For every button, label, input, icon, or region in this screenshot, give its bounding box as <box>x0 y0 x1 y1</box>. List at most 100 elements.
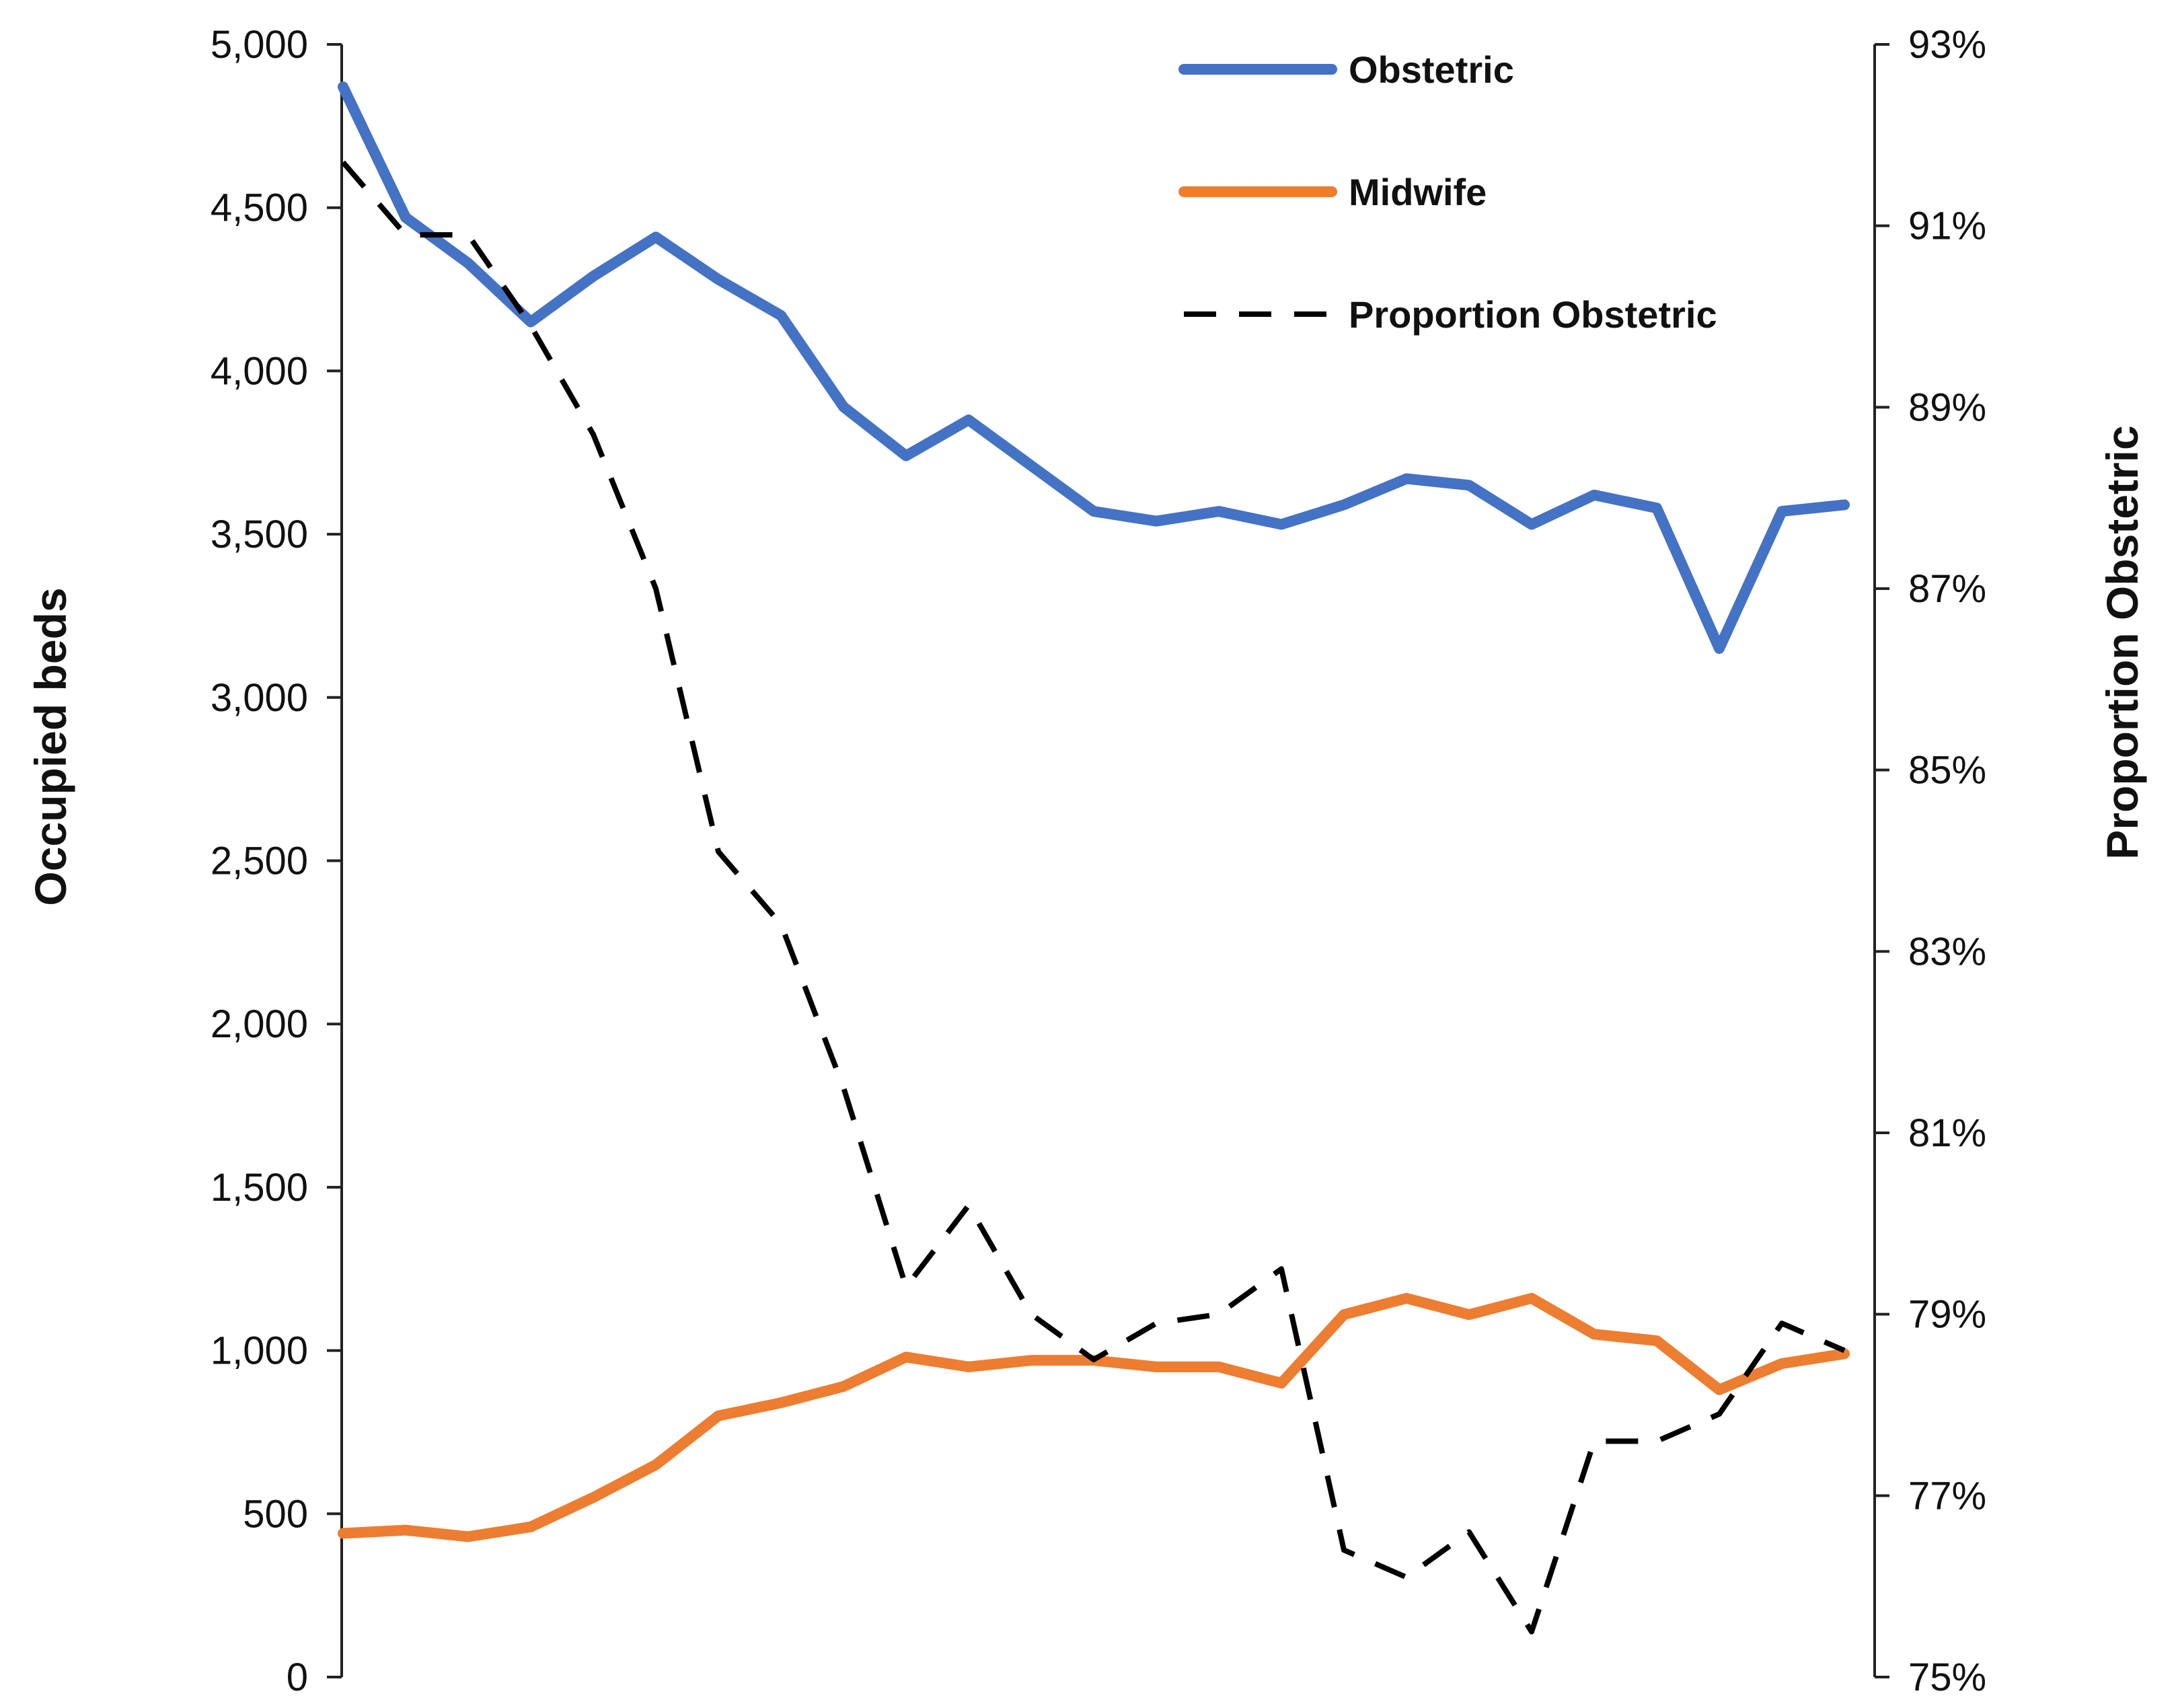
data-point-obstetric <box>1277 521 1285 529</box>
data-point-midwife <box>1653 1337 1661 1345</box>
right-tick-label: 79% <box>1908 1293 1986 1337</box>
data-point-obstetric <box>1027 461 1035 470</box>
data-point-proportion-obstetric <box>1090 1356 1098 1364</box>
data-point-proportion-obstetric <box>714 848 722 856</box>
data-point-proportion-obstetric <box>402 231 410 239</box>
left-tick-label: 1,000 <box>211 1329 308 1373</box>
data-point-obstetric <box>464 259 472 267</box>
data-point-obstetric <box>1152 517 1160 525</box>
data-point-midwife <box>464 1532 472 1540</box>
data-point-proportion-obstetric <box>1027 1310 1035 1319</box>
data-point-midwife <box>1778 1360 1786 1368</box>
data-point-obstetric <box>1653 504 1661 512</box>
data-point-proportion-obstetric <box>1590 1437 1598 1445</box>
data-point-proportion-obstetric <box>1778 1319 1786 1327</box>
data-point-proportion-obstetric <box>464 231 472 239</box>
data-point-obstetric <box>1778 507 1786 515</box>
data-point-midwife <box>402 1526 410 1534</box>
left-tick-label: 3,500 <box>211 513 308 556</box>
data-point-midwife <box>1215 1363 1223 1371</box>
data-point-midwife <box>1340 1310 1348 1319</box>
data-point-obstetric <box>839 403 848 411</box>
data-point-obstetric <box>402 213 410 221</box>
left-tick-label: 2,000 <box>211 1002 308 1046</box>
data-point-obstetric <box>652 233 660 241</box>
data-point-obstetric <box>777 311 785 320</box>
data-point-obstetric <box>1340 500 1348 509</box>
data-point-obstetric <box>1840 500 1848 509</box>
right-tick-label: 93% <box>1908 23 1986 67</box>
data-point-obstetric <box>714 275 722 283</box>
ticks-layer: 0 500 1,000 1,500 2,000 2,500 3,000 3,500 4,000 4… <box>211 23 1986 1699</box>
data-point-midwife <box>1465 1310 1473 1319</box>
data-point-midwife <box>1590 1330 1598 1338</box>
data-point-proportion-obstetric <box>902 1283 910 1291</box>
right-tick-label: 81% <box>1908 1111 1986 1155</box>
left-tick-label: 0 <box>287 1656 308 1699</box>
data-point-proportion-obstetric <box>1715 1410 1723 1418</box>
data-point-proportion-obstetric <box>589 431 597 439</box>
data-point-proportion-obstetric <box>1340 1546 1348 1554</box>
data-point-proportion-obstetric <box>965 1201 973 1210</box>
data-point-midwife <box>714 1412 722 1420</box>
series-line-proportion-obstetric <box>340 160 1846 1635</box>
data-point-obstetric <box>1528 521 1536 529</box>
data-point-proportion-obstetric <box>1653 1437 1661 1445</box>
right-tick-label: 91% <box>1908 205 1986 248</box>
data-point-proportion-obstetric <box>1528 1628 1536 1636</box>
data-point-midwife <box>1277 1379 1285 1387</box>
data-point-midwife <box>339 1529 347 1537</box>
series-line-midwife <box>338 1292 1850 1543</box>
legend-label-midwife: Midwife <box>1349 171 1487 213</box>
data-point-proportion-obstetric <box>652 585 660 593</box>
left-tick-label: 4,000 <box>211 349 308 393</box>
data-point-proportion-obstetric <box>1277 1265 1285 1273</box>
data-point-midwife <box>589 1493 597 1501</box>
data-point-proportion-obstetric <box>1152 1319 1160 1327</box>
left-tick-label: 2,500 <box>211 840 308 883</box>
legend: Obstetric Midwife Proportion Obstetric <box>1178 48 1717 336</box>
data-point-obstetric <box>1402 475 1411 483</box>
data-point-midwife <box>652 1460 660 1469</box>
legend-label-obstetric: Obstetric <box>1349 48 1514 91</box>
data-point-midwife <box>527 1523 535 1531</box>
data-point-obstetric <box>589 272 597 281</box>
left-tick-label: 4,500 <box>211 186 308 230</box>
left-tick-label: 5,000 <box>211 23 308 67</box>
data-point-midwife <box>777 1399 785 1407</box>
right-tick-label: 85% <box>1908 749 1986 792</box>
data-point-proportion-obstetric <box>527 322 535 330</box>
data-point-midwife <box>839 1382 848 1390</box>
y-axis-title: Occupied beds <box>26 587 75 905</box>
left-tick-label: 500 <box>243 1492 308 1536</box>
legend-label-proportion-obstetric: Proportion Obstetric <box>1349 293 1717 336</box>
data-point-midwife <box>1528 1294 1536 1302</box>
right-tick-label: 77% <box>1908 1474 1986 1518</box>
data-point-obstetric <box>1715 644 1723 653</box>
data-point-midwife <box>1402 1294 1411 1302</box>
data-point-obstetric <box>1215 507 1223 515</box>
right-tick-label: 75% <box>1908 1656 1986 1699</box>
data-point-obstetric <box>1090 507 1098 515</box>
data-point-midwife <box>965 1363 973 1371</box>
data-point-obstetric <box>339 83 347 91</box>
right-tick-label: 89% <box>1908 385 1986 429</box>
y2-axis-title: Proportion Obstetric <box>2097 425 2147 859</box>
left-tick-label: 3,000 <box>211 676 308 720</box>
data-point-proportion-obstetric <box>1402 1573 1411 1582</box>
data-point-obstetric <box>965 416 973 424</box>
data-point-midwife <box>1715 1386 1723 1394</box>
data-point-obstetric <box>1590 491 1598 499</box>
data-point-midwife <box>1027 1356 1035 1364</box>
data-point-proportion-obstetric <box>1465 1528 1473 1536</box>
data-point-obstetric <box>1465 481 1473 489</box>
data-point-proportion-obstetric <box>777 920 785 928</box>
left-tick-label: 1,500 <box>211 1166 308 1210</box>
right-tick-label: 87% <box>1908 567 1986 611</box>
data-point-proportion-obstetric <box>339 158 347 166</box>
data-point-obstetric <box>902 452 910 460</box>
right-tick-label: 83% <box>1908 930 1986 973</box>
data-point-proportion-obstetric <box>1840 1347 1848 1355</box>
